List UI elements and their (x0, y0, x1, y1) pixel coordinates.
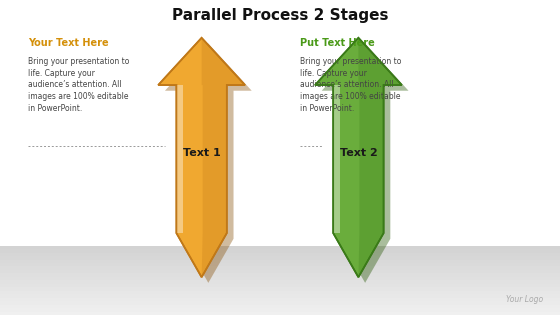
FancyBboxPatch shape (0, 263, 560, 266)
Polygon shape (165, 43, 252, 283)
FancyBboxPatch shape (0, 256, 560, 260)
FancyBboxPatch shape (0, 301, 560, 305)
FancyBboxPatch shape (0, 253, 560, 256)
FancyBboxPatch shape (0, 273, 560, 277)
Text: Text 2: Text 2 (339, 148, 377, 158)
FancyBboxPatch shape (0, 266, 560, 270)
Polygon shape (158, 38, 245, 277)
FancyBboxPatch shape (0, 298, 560, 301)
FancyBboxPatch shape (0, 291, 560, 294)
Polygon shape (321, 43, 409, 283)
FancyBboxPatch shape (0, 249, 560, 253)
Text: Your Logo: Your Logo (506, 295, 543, 304)
FancyBboxPatch shape (0, 0, 560, 246)
Text: Bring your presentation to
life. Capture your
audience’s attention. All
images a: Bring your presentation to life. Capture… (300, 57, 401, 113)
Text: Text 1: Text 1 (183, 148, 221, 158)
Polygon shape (333, 85, 340, 233)
Text: Your Text Here: Your Text Here (28, 38, 109, 48)
FancyBboxPatch shape (0, 287, 560, 291)
FancyBboxPatch shape (0, 308, 560, 312)
FancyBboxPatch shape (0, 277, 560, 280)
Polygon shape (202, 38, 245, 277)
FancyBboxPatch shape (0, 246, 560, 249)
FancyBboxPatch shape (0, 270, 560, 273)
Text: Put Text Here: Put Text Here (300, 38, 374, 48)
FancyBboxPatch shape (0, 260, 560, 263)
Text: Parallel Process 2 Stages: Parallel Process 2 Stages (172, 8, 388, 23)
Polygon shape (315, 38, 402, 277)
FancyBboxPatch shape (0, 305, 560, 308)
Polygon shape (176, 85, 183, 233)
FancyBboxPatch shape (0, 312, 560, 315)
FancyBboxPatch shape (0, 280, 560, 284)
FancyBboxPatch shape (0, 294, 560, 298)
Polygon shape (358, 38, 402, 277)
Text: Bring your presentation to
life. Capture your
audience’s attention. All
images a: Bring your presentation to life. Capture… (28, 57, 129, 113)
FancyBboxPatch shape (0, 284, 560, 287)
